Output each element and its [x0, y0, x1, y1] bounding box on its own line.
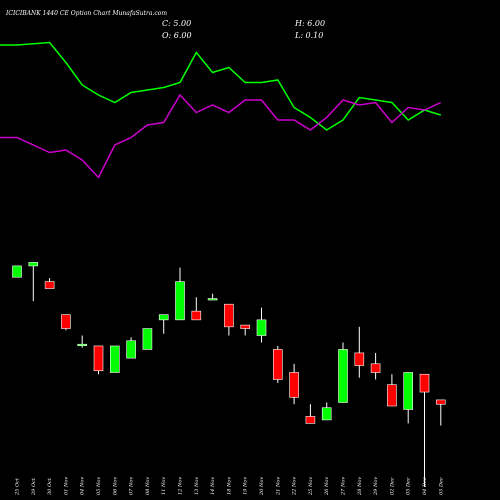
x-tick-label: 07 Nov [129, 477, 135, 495]
open-value: O: 6.00 [162, 31, 192, 40]
x-tick-label: 27 Nov [341, 477, 347, 496]
candle-body [387, 384, 397, 407]
candle-body [77, 343, 87, 347]
candle [289, 363, 299, 405]
x-tick-label: 21 Nov [275, 477, 281, 496]
candle-body [272, 349, 283, 380]
x-tick-label: 08 Nov [145, 477, 151, 495]
candle-body [28, 262, 39, 267]
candle-body [305, 416, 316, 424]
candle [126, 337, 136, 359]
candle [321, 402, 332, 421]
candle [354, 326, 365, 378]
chart-title: ICICIBANK 1440 CE Option Chart MunafaSut… [6, 10, 168, 17]
indicator-lines [0, 41, 442, 179]
candlestick-series [12, 262, 446, 487]
x-tick-label: 04 Dec [422, 477, 428, 495]
x-tick-label: 14 Nov [210, 477, 216, 495]
candle-body [93, 345, 104, 372]
candle [158, 314, 169, 334]
low-value: L: 0.10 [295, 31, 324, 40]
candle-body [256, 319, 267, 336]
candle [175, 267, 185, 321]
candle [207, 293, 218, 301]
candle [191, 297, 202, 321]
candle [224, 303, 234, 336]
candle-body [191, 310, 202, 321]
x-tick-label: 03 Dec [406, 477, 412, 495]
candle [256, 307, 267, 343]
candle-body [240, 324, 250, 329]
x-tick-label: 05 Dec [438, 477, 444, 495]
candle-body [435, 399, 446, 405]
candle-body [207, 298, 218, 301]
x-tick-label: 25 Oct [15, 477, 21, 496]
candle-body [126, 340, 136, 359]
candle [435, 399, 446, 426]
x-tick-label: 29 Nov [373, 477, 379, 496]
candle [272, 345, 283, 383]
x-tick-label: 25 Nov [308, 477, 314, 496]
candle [419, 373, 430, 487]
x-tick-label: 30 Oct [47, 477, 53, 495]
candle-body [338, 349, 348, 403]
candle [28, 262, 39, 302]
x-tick-label: 29 Oct [31, 477, 37, 496]
candle-body [403, 372, 414, 410]
x-tick-label: 04 Nov [80, 477, 86, 495]
indicator-line-1 [0, 93, 442, 179]
high-low-readout: H: 6.00 L: 0.10 [295, 18, 325, 42]
x-tick-label: 12 Nov [178, 477, 184, 495]
candle-body [419, 373, 430, 393]
candle [338, 342, 348, 403]
candle-body [175, 281, 185, 321]
candle [305, 404, 316, 424]
x-tick-label: 19 Nov [243, 477, 249, 495]
x-tick-label: 18 Nov [226, 477, 232, 495]
high-value: H: 6.00 [295, 19, 326, 28]
candle-body [44, 281, 55, 289]
candle-body [224, 303, 234, 328]
candle [142, 328, 153, 350]
x-tick-label: 02 Dec [389, 477, 395, 495]
close-open-readout: C: 5.00 O: 6.00 [162, 18, 192, 42]
x-tick-label: 11 Nov [161, 477, 167, 495]
candle-body [354, 352, 365, 366]
candle [387, 374, 397, 407]
candle-body [289, 372, 299, 398]
x-tick-label: 26 Nov [324, 477, 330, 496]
indicator-line-0 [0, 41, 442, 131]
candle [93, 345, 104, 375]
candle [240, 324, 250, 336]
candle [403, 372, 414, 424]
x-tick-label: 13 Nov [194, 477, 200, 495]
candle [44, 278, 55, 289]
candle-body [321, 407, 332, 421]
candle [12, 265, 22, 278]
candle-body [12, 265, 22, 278]
x-axis-ticks: 25 Oct 29 Oct 30 Oct 01 Nov 04 Nov 05 Nov 06 N… [15, 477, 445, 496]
candle-body [61, 314, 71, 329]
x-tick-label: 22 Nov [292, 477, 298, 496]
candle [110, 345, 120, 373]
candle-body [110, 345, 120, 373]
candle-body [370, 363, 381, 373]
x-tick-label: 01 Nov [63, 477, 69, 495]
x-tick-label: 06 Nov [112, 477, 118, 495]
candle [370, 352, 381, 380]
candle [77, 335, 87, 348]
x-tick-label: 28 Nov [357, 477, 363, 496]
candle-body [158, 314, 169, 321]
x-tick-label: 05 Nov [96, 477, 102, 495]
candle [61, 314, 71, 331]
close-value: C: 5.00 [162, 19, 192, 28]
x-tick-label: 20 Nov [259, 477, 265, 496]
candle-body [142, 328, 153, 350]
